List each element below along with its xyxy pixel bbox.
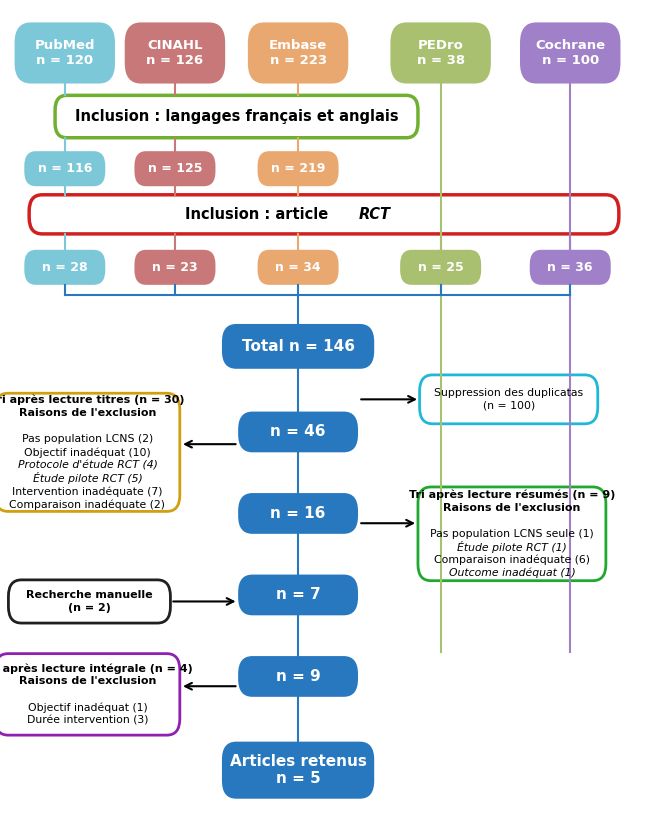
FancyBboxPatch shape	[15, 22, 115, 83]
FancyBboxPatch shape	[25, 151, 105, 186]
FancyBboxPatch shape	[8, 580, 170, 623]
Text: Tri après lecture résumés (n = 9): Tri après lecture résumés (n = 9)	[409, 490, 615, 500]
Text: Raisons de l'exclusion: Raisons de l'exclusion	[19, 408, 156, 418]
FancyBboxPatch shape	[248, 22, 349, 83]
FancyBboxPatch shape	[530, 249, 610, 284]
Text: Embase
n = 223: Embase n = 223	[269, 39, 327, 67]
Text: n = 34: n = 34	[275, 261, 321, 274]
Text: Pas population LCNS (2): Pas population LCNS (2)	[22, 434, 153, 444]
FancyBboxPatch shape	[418, 487, 606, 580]
Text: n = 36: n = 36	[548, 261, 593, 274]
FancyBboxPatch shape	[55, 95, 418, 138]
Text: n = 25: n = 25	[418, 261, 463, 274]
FancyBboxPatch shape	[0, 654, 179, 735]
FancyBboxPatch shape	[390, 22, 491, 83]
Text: PubMed
n = 120: PubMed n = 120	[34, 39, 95, 67]
FancyBboxPatch shape	[238, 575, 358, 615]
Text: n = 7: n = 7	[275, 588, 321, 602]
Text: (n = 2): (n = 2)	[68, 603, 111, 613]
FancyBboxPatch shape	[520, 22, 621, 83]
Text: Comparaison inadéquate (2): Comparaison inadéquate (2)	[10, 500, 165, 509]
FancyBboxPatch shape	[400, 249, 481, 284]
FancyBboxPatch shape	[258, 249, 338, 284]
FancyBboxPatch shape	[25, 249, 105, 284]
Text: Durée intervention (3): Durée intervention (3)	[27, 716, 148, 725]
Text: n = 28: n = 28	[42, 261, 87, 274]
Text: Tri après lecture intégrale (n = 4): Tri après lecture intégrale (n = 4)	[0, 663, 192, 673]
Text: Inclusion : langages français et anglais: Inclusion : langages français et anglais	[75, 109, 399, 124]
Text: Raisons de l'exclusion: Raisons de l'exclusion	[19, 676, 156, 686]
Text: Outcome inadéquat (1): Outcome inadéquat (1)	[448, 568, 575, 578]
Text: Cochrane
n = 100: Cochrane n = 100	[535, 39, 605, 67]
Text: Objectif inadéquat (1): Objectif inadéquat (1)	[28, 703, 147, 712]
Text: Total n = 146: Total n = 146	[242, 339, 354, 354]
Text: n = 23: n = 23	[152, 261, 198, 274]
Text: Tri après lecture titres (n = 30): Tri après lecture titres (n = 30)	[0, 395, 185, 405]
Text: n = 16: n = 16	[270, 506, 326, 521]
Text: Protocole d'étude RCT (4): Protocole d'étude RCT (4)	[17, 460, 157, 470]
FancyBboxPatch shape	[0, 393, 179, 512]
Text: Suppression des duplicatas: Suppression des duplicatas	[434, 388, 583, 398]
Text: n = 219: n = 219	[271, 162, 325, 175]
FancyBboxPatch shape	[222, 742, 375, 799]
FancyBboxPatch shape	[238, 656, 358, 697]
Text: Inclusion : article: Inclusion : article	[185, 207, 333, 222]
Text: (n = 100): (n = 100)	[483, 401, 535, 411]
Text: Pas population LCNS seule (1): Pas population LCNS seule (1)	[430, 529, 594, 539]
Text: Intervention inadéquate (7): Intervention inadéquate (7)	[12, 487, 163, 496]
FancyBboxPatch shape	[135, 151, 215, 186]
Text: Articles retenus
n = 5: Articles retenus n = 5	[229, 754, 367, 786]
FancyBboxPatch shape	[258, 151, 338, 186]
Text: n = 125: n = 125	[148, 162, 202, 175]
FancyBboxPatch shape	[420, 375, 597, 424]
FancyBboxPatch shape	[238, 493, 358, 534]
Text: Comparaison inadéquate (6): Comparaison inadéquate (6)	[434, 555, 590, 565]
Text: n = 9: n = 9	[275, 669, 321, 684]
Text: PEDro
n = 38: PEDro n = 38	[417, 39, 465, 67]
FancyBboxPatch shape	[238, 412, 358, 452]
FancyBboxPatch shape	[222, 324, 375, 368]
Text: Étude pilote RCT (5): Étude pilote RCT (5)	[32, 473, 143, 484]
Text: Recherche manuelle: Recherche manuelle	[26, 590, 153, 600]
FancyBboxPatch shape	[124, 22, 226, 83]
Text: RCT: RCT	[358, 207, 390, 222]
FancyBboxPatch shape	[29, 195, 619, 234]
Text: Objectif inadéquat (10): Objectif inadéquat (10)	[24, 447, 151, 457]
Text: CINAHL
n = 126: CINAHL n = 126	[146, 39, 203, 67]
Text: n = 116: n = 116	[38, 162, 92, 175]
Text: n = 46: n = 46	[270, 425, 326, 439]
FancyBboxPatch shape	[135, 249, 215, 284]
Text: Étude pilote RCT (1): Étude pilote RCT (1)	[457, 541, 567, 553]
Text: Raisons de l'exclusion: Raisons de l'exclusion	[443, 503, 581, 513]
